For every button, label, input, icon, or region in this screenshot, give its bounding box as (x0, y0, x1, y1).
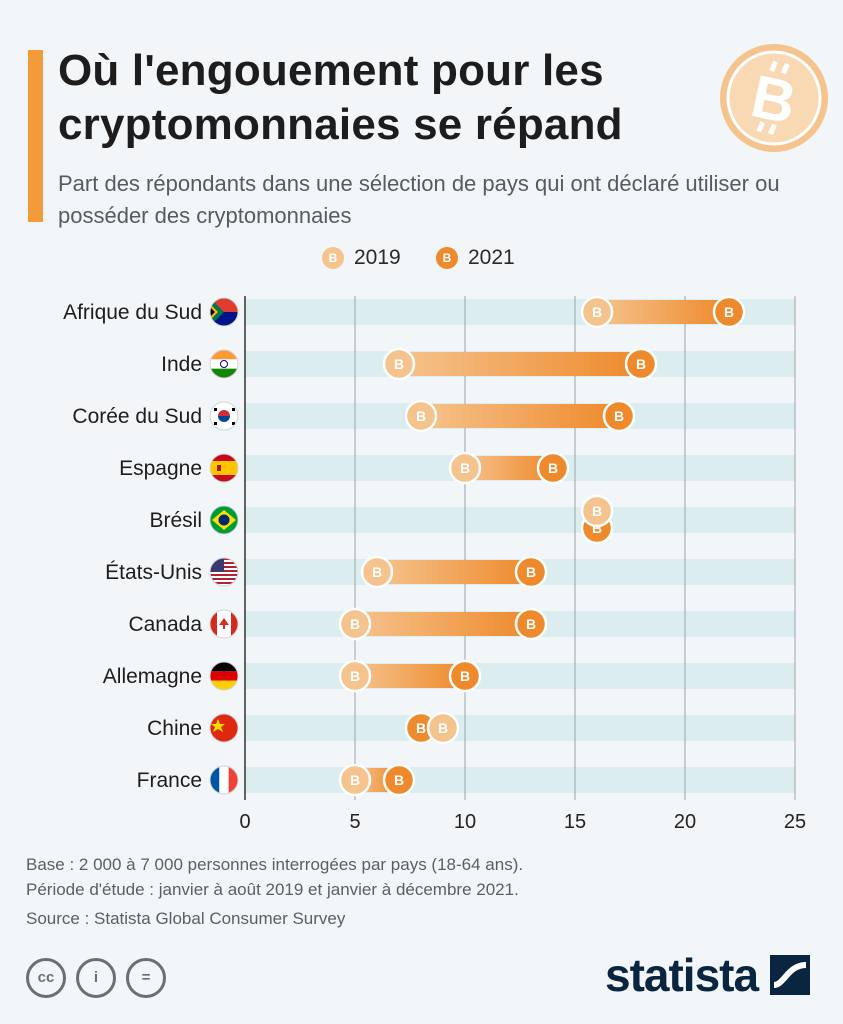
page-subtitle: Part des répondants dans une sélection d… (58, 171, 780, 228)
category-label: Canada (128, 613, 202, 636)
statista-logo[interactable]: statista (605, 948, 811, 1002)
range-bar (355, 612, 531, 636)
svg-text:B: B (526, 616, 536, 632)
svg-text:B: B (438, 720, 448, 736)
bitcoin-icon: B (514, 555, 548, 589)
bitcoin-icon: B (426, 711, 460, 745)
germany-flag-icon (209, 661, 239, 691)
attribution-icon[interactable]: i (76, 958, 116, 998)
bitcoin-icon: B (360, 555, 394, 589)
category-label: Allemagne (103, 665, 202, 688)
footnote-source: Source : Statista Global Consumer Survey (26, 909, 346, 928)
bitcoin-icon: B (448, 451, 482, 485)
chart-legend: B 2019 B 2021 (0, 246, 843, 276)
bitcoin-icon: B (580, 494, 614, 528)
legend-label-2021: 2021 (468, 246, 515, 269)
category-label: Brésil (149, 509, 202, 532)
svg-text:B: B (416, 408, 426, 424)
category-label: États-Unis (105, 561, 202, 584)
range-bar (597, 300, 729, 324)
no-derivatives-icon[interactable]: = (126, 958, 166, 998)
usa-flag-icon (209, 557, 239, 587)
svg-text:B: B (592, 304, 602, 320)
svg-text:B: B (548, 460, 558, 476)
bitcoin-icon: B (338, 659, 372, 693)
south-africa-flag-icon (209, 297, 239, 327)
bitcoin-icon: B (720, 44, 828, 152)
svg-text:B: B (592, 503, 602, 519)
category-label: Afrique du Sud (63, 301, 202, 324)
svg-text:B: B (614, 408, 624, 424)
x-tick-label: 25 (784, 811, 806, 833)
statista-mark-icon (770, 955, 811, 995)
bitcoin-icon: B (448, 659, 482, 693)
x-tick-label: 20 (674, 811, 696, 833)
china-flag-icon (209, 713, 239, 743)
spain-flag-icon (209, 453, 239, 483)
svg-text:B: B (372, 564, 382, 580)
footnote-base: Base : 2 000 à 7 000 personnes interrogé… (26, 855, 524, 874)
range-bar (355, 664, 465, 688)
india-flag-icon (209, 349, 239, 379)
category-label: France (137, 769, 202, 792)
bitcoin-icon: B (382, 347, 416, 381)
canada-flag-icon (209, 609, 239, 639)
bitcoin-icon: B (338, 607, 372, 641)
svg-text:B: B (592, 520, 602, 536)
svg-text:B: B (724, 304, 734, 320)
range-bar (399, 352, 641, 376)
title-accent-bar (28, 50, 43, 222)
range-bar (377, 560, 531, 584)
svg-text:B: B (350, 772, 360, 788)
x-tick-label: 10 (454, 811, 476, 833)
france-flag-icon (209, 765, 239, 795)
footnote-period: Période d'étude : janvier à août 2019 et… (26, 880, 519, 899)
page-title: Où l'engouement pour les cryptomonnaies … (58, 46, 623, 149)
brand-name: statista (605, 949, 759, 1001)
svg-text:B: B (394, 356, 404, 372)
legend-label-2019: 2019 (354, 246, 401, 269)
bitcoin-icon: B (338, 763, 372, 797)
bitcoin-icon: B (624, 347, 658, 381)
x-tick-label: 5 (349, 811, 360, 833)
x-tick-label: 0 (239, 811, 250, 833)
svg-text:B: B (636, 356, 646, 372)
category-label: Inde (161, 353, 202, 376)
svg-text:B: B (350, 616, 360, 632)
svg-text:B: B (394, 772, 404, 788)
bitcoin-icon: B (404, 399, 438, 433)
svg-text:B: B (526, 564, 536, 580)
bitcoin-icon: B (436, 247, 458, 269)
footer-notes: Base : 2 000 à 7 000 personnes interrogé… (26, 852, 523, 931)
bitcoin-icon: B (536, 451, 570, 485)
row-band (245, 715, 795, 741)
svg-text:B: B (460, 668, 470, 684)
creative-commons-icon[interactable]: cc (26, 958, 66, 998)
row-band (245, 507, 795, 533)
category-label: Corée du Sud (72, 405, 202, 428)
bitcoin-icon: B (382, 763, 416, 797)
bitcoin-icon: B (514, 607, 548, 641)
x-tick-label: 15 (564, 811, 586, 833)
row-band (245, 663, 795, 689)
svg-text:B: B (350, 668, 360, 684)
legend-item-2021: B 2021 (436, 246, 515, 270)
svg-text:B: B (416, 720, 426, 736)
south-korea-flag-icon (209, 401, 239, 431)
bitcoin-icon: B (322, 247, 344, 269)
legend-item-2019: B 2019 (322, 246, 401, 270)
bitcoin-icon: B (712, 295, 746, 329)
category-label: Espagne (119, 457, 202, 480)
row-band (245, 767, 795, 793)
bitcoin-icon: B (580, 295, 614, 329)
range-bar (421, 404, 619, 428)
bitcoin-icon: B (602, 399, 636, 433)
svg-text:B: B (460, 460, 470, 476)
license-icons: cc i = (26, 958, 166, 998)
brazil-flag-icon (209, 505, 239, 535)
category-label: Chine (147, 717, 202, 740)
